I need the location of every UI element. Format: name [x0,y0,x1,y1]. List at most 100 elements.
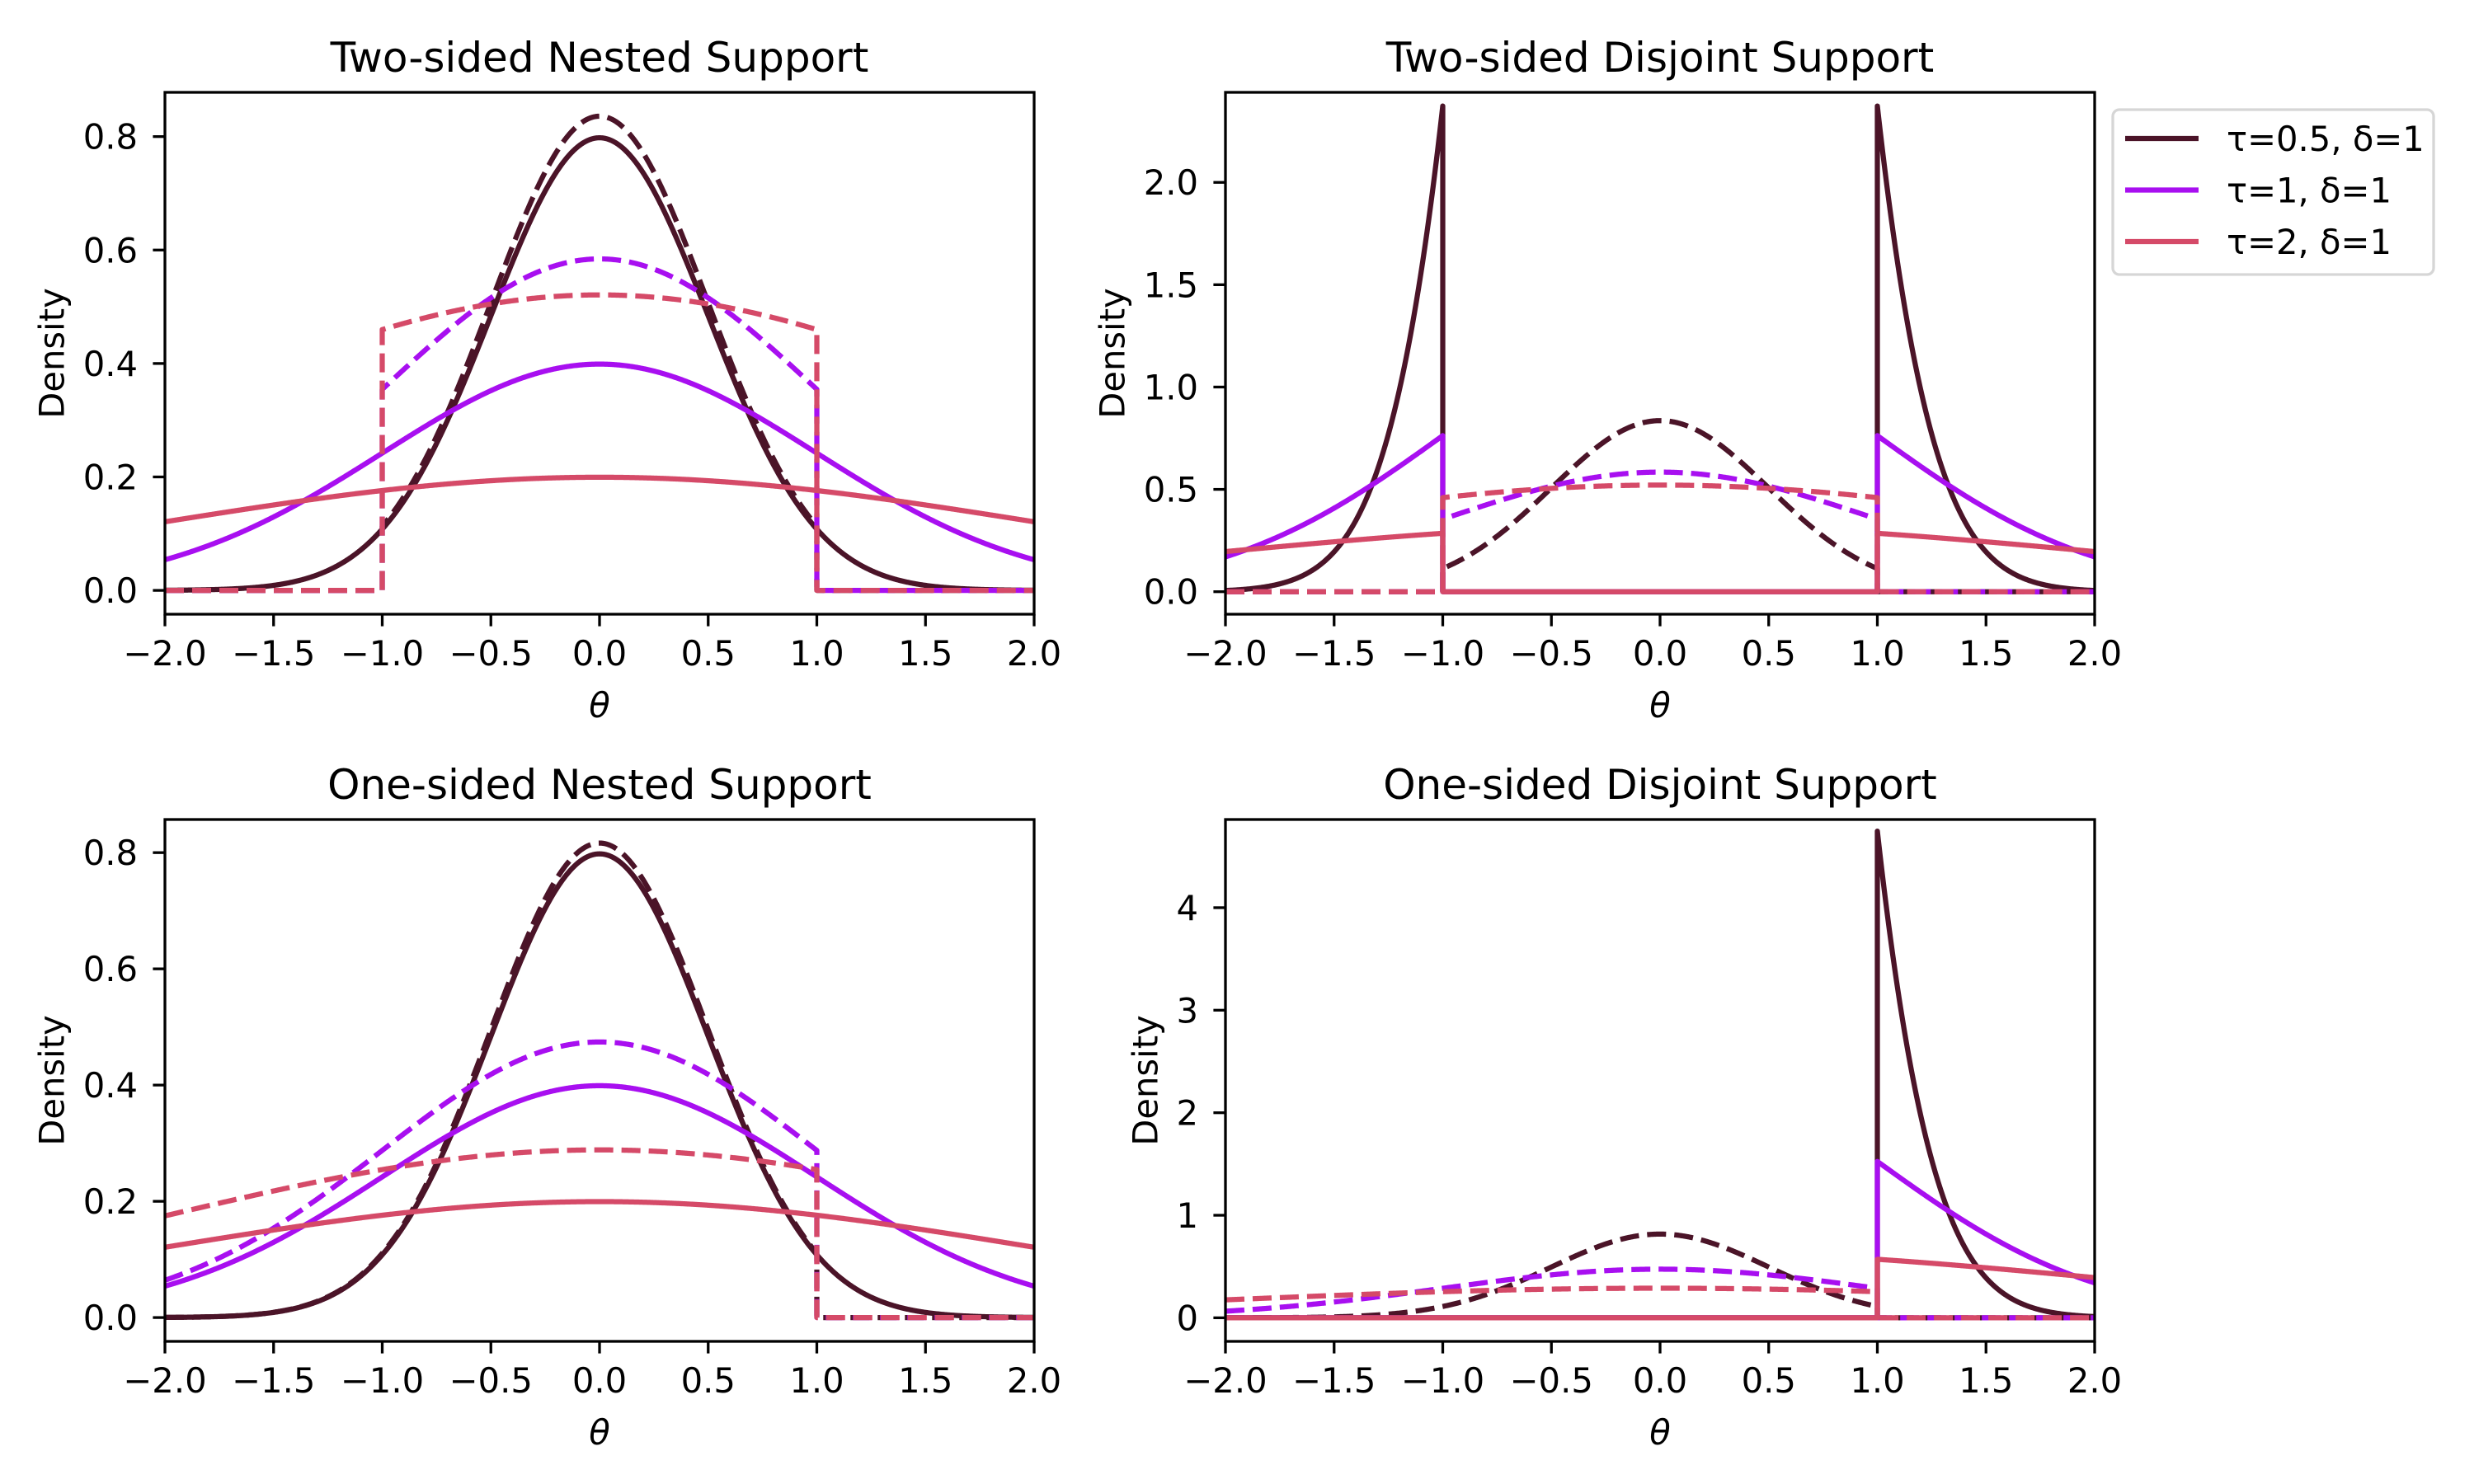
plot-area [1225,828,2095,1321]
legend: τ=0.5, δ=1 τ=1, δ=1 τ=2, δ=1 [2111,108,2435,276]
x-tick-label: −0.5 [1510,633,1593,674]
x-tick-label: 0.0 [1633,633,1687,674]
panel-title: Two-sided Disjoint Support [1385,34,1934,82]
y-tick-label: 0.6 [83,949,138,989]
series-line-tau-0_5-dashed [165,840,1034,1321]
series-line-tau-0_5-solid [165,134,1034,594]
y-tick-label: 0.0 [1144,572,1198,613]
x-tick-label: −2.0 [1183,1360,1267,1401]
x-tick-label: −2.0 [1183,633,1267,674]
plot-area [165,840,1034,1321]
y-tick-label: 3 [1176,990,1198,1031]
series-line-tau-1-solid [165,1082,1034,1289]
legend-label: τ=0.5, δ=1 [2227,119,2425,159]
x-tick-label: 1.5 [1959,633,2013,674]
y-tick-label: 1.0 [1144,367,1198,407]
x-axis-label: θ [589,1412,610,1453]
panel-title: Two-sided Nested Support [330,34,869,82]
series-line-tau-2-dashed [165,1147,1034,1321]
y-tick-label: 4 [1176,888,1198,928]
y-tick-label: 2.0 [1144,162,1198,203]
x-axis-label: θ [1649,1412,1671,1453]
y-tick-label: 0.4 [83,1065,138,1106]
x-tick-label: −1.5 [232,633,315,674]
series-line-tau-0_5-dashed [1225,418,2095,594]
series-line-tau-0_5-solid [1225,103,2095,594]
x-tick-label: 1.5 [898,1360,952,1401]
x-tick-label: −2.0 [123,633,206,674]
panel-title: One-sided Nested Support [327,761,872,809]
series-line-tau-0_5-dashed [165,113,1034,594]
series-line-tau-1-dashed [1225,469,2095,594]
x-axis-label: θ [1649,685,1671,726]
x-axis-label: θ [589,685,610,726]
axes-frame [163,91,1036,616]
x-tick-label: 0.5 [681,633,736,674]
panel-4: −2.0 −1.5 −1.0 −0.5 0.0 0.5 1.0 1.5 2.0 0 1 2 3 4 One-… [1126,761,2123,1453]
series-line-tau-1-solid [165,361,1034,563]
series-line-tau-2-dashed [165,292,1034,594]
x-tick-label: −1.0 [341,1360,424,1401]
y-tick-label: 0.4 [83,344,138,384]
y-tick-label: 1.5 [1144,265,1198,305]
x-tick-label: −1.5 [1292,633,1376,674]
series-line-tau-1-dashed [165,256,1034,594]
series-line-tau-2-dashed [1225,482,2095,594]
x-tick-label: 0.0 [572,1360,627,1401]
axes-frame [1224,91,2096,616]
y-tick-label: 0.0 [83,571,138,611]
legend-label: τ=2, δ=1 [2227,222,2392,262]
y-tick-label: 0.5 [1144,470,1198,510]
y-axis-label: Density [1126,1015,1166,1146]
x-tick-label: 2.0 [2067,1360,2122,1401]
x-tick-label: 1.0 [789,1360,844,1401]
x-tick-label: 0.0 [572,633,627,674]
y-tick-label: 0 [1176,1298,1198,1338]
axes-frame [1224,818,2096,1343]
x-tick-label: −1.5 [232,1360,315,1401]
y-tick-label: 0.8 [83,117,138,157]
series-line-tau-1-solid [1225,433,2095,594]
x-tick-label: −1.0 [341,633,424,674]
y-tick-label: 0.2 [83,1181,138,1222]
x-tick-label: 2.0 [1007,1360,1061,1401]
y-tick-label: 0.6 [83,230,138,270]
x-tick-label: −0.5 [1510,1360,1593,1401]
x-tick-label: −0.5 [449,633,533,674]
x-tick-label: 2.0 [2067,633,2122,674]
panel-3: −2.0 −1.5 −1.0 −0.5 0.0 0.5 1.0 1.5 2.0 0.0 0.2 0.4… [32,761,1061,1453]
y-tick-label: 1 [1176,1195,1198,1236]
series-line-tau-2-solid [165,474,1034,525]
y-tick-label: 0.2 [83,457,138,497]
x-tick-label: 1.5 [1959,1360,2013,1401]
x-tick-label: −1.0 [1401,633,1484,674]
series-line-tau-2-solid [165,1199,1034,1250]
y-tick-label: 2 [1176,1093,1198,1134]
x-tick-label: −1.0 [1401,1360,1484,1401]
x-tick-label: −1.5 [1292,1360,1376,1401]
x-tick-label: −0.5 [449,1360,533,1401]
series-line-tau-0_5-solid [1225,828,2095,1321]
x-tick-label: 2.0 [1007,633,1061,674]
x-tick-label: 0.0 [1633,1360,1687,1401]
y-axis-label: Density [1093,288,1133,419]
series-line-tau-1-dashed [1225,1266,2095,1321]
legend-label: τ=1, δ=1 [2227,171,2392,211]
x-tick-label: 0.5 [1742,1360,1796,1401]
x-tick-label: 0.5 [681,1360,736,1401]
series-line-tau-2-solid [1225,530,2095,594]
x-tick-label: 0.5 [1742,633,1796,674]
x-tick-label: 1.0 [1850,633,1904,674]
series-line-tau-2-dashed [1225,1285,2095,1321]
plot-area [1225,103,2095,594]
series-line-tau-1-solid [1225,1158,2095,1321]
y-axis-label: Density [32,1015,73,1146]
y-tick-label: 0.0 [83,1298,138,1338]
panel-1: −2.0 −1.5 −1.0 −0.5 0.0 0.5 1.0 1.5 2.0 0.0 0.2 0.4… [32,34,1061,726]
x-tick-label: 1.5 [898,633,952,674]
panel-title: One-sided Disjoint Support [1383,761,1937,809]
x-tick-label: 1.0 [1850,1360,1904,1401]
axes-frame [163,818,1036,1343]
legend-frame [2111,108,2435,276]
